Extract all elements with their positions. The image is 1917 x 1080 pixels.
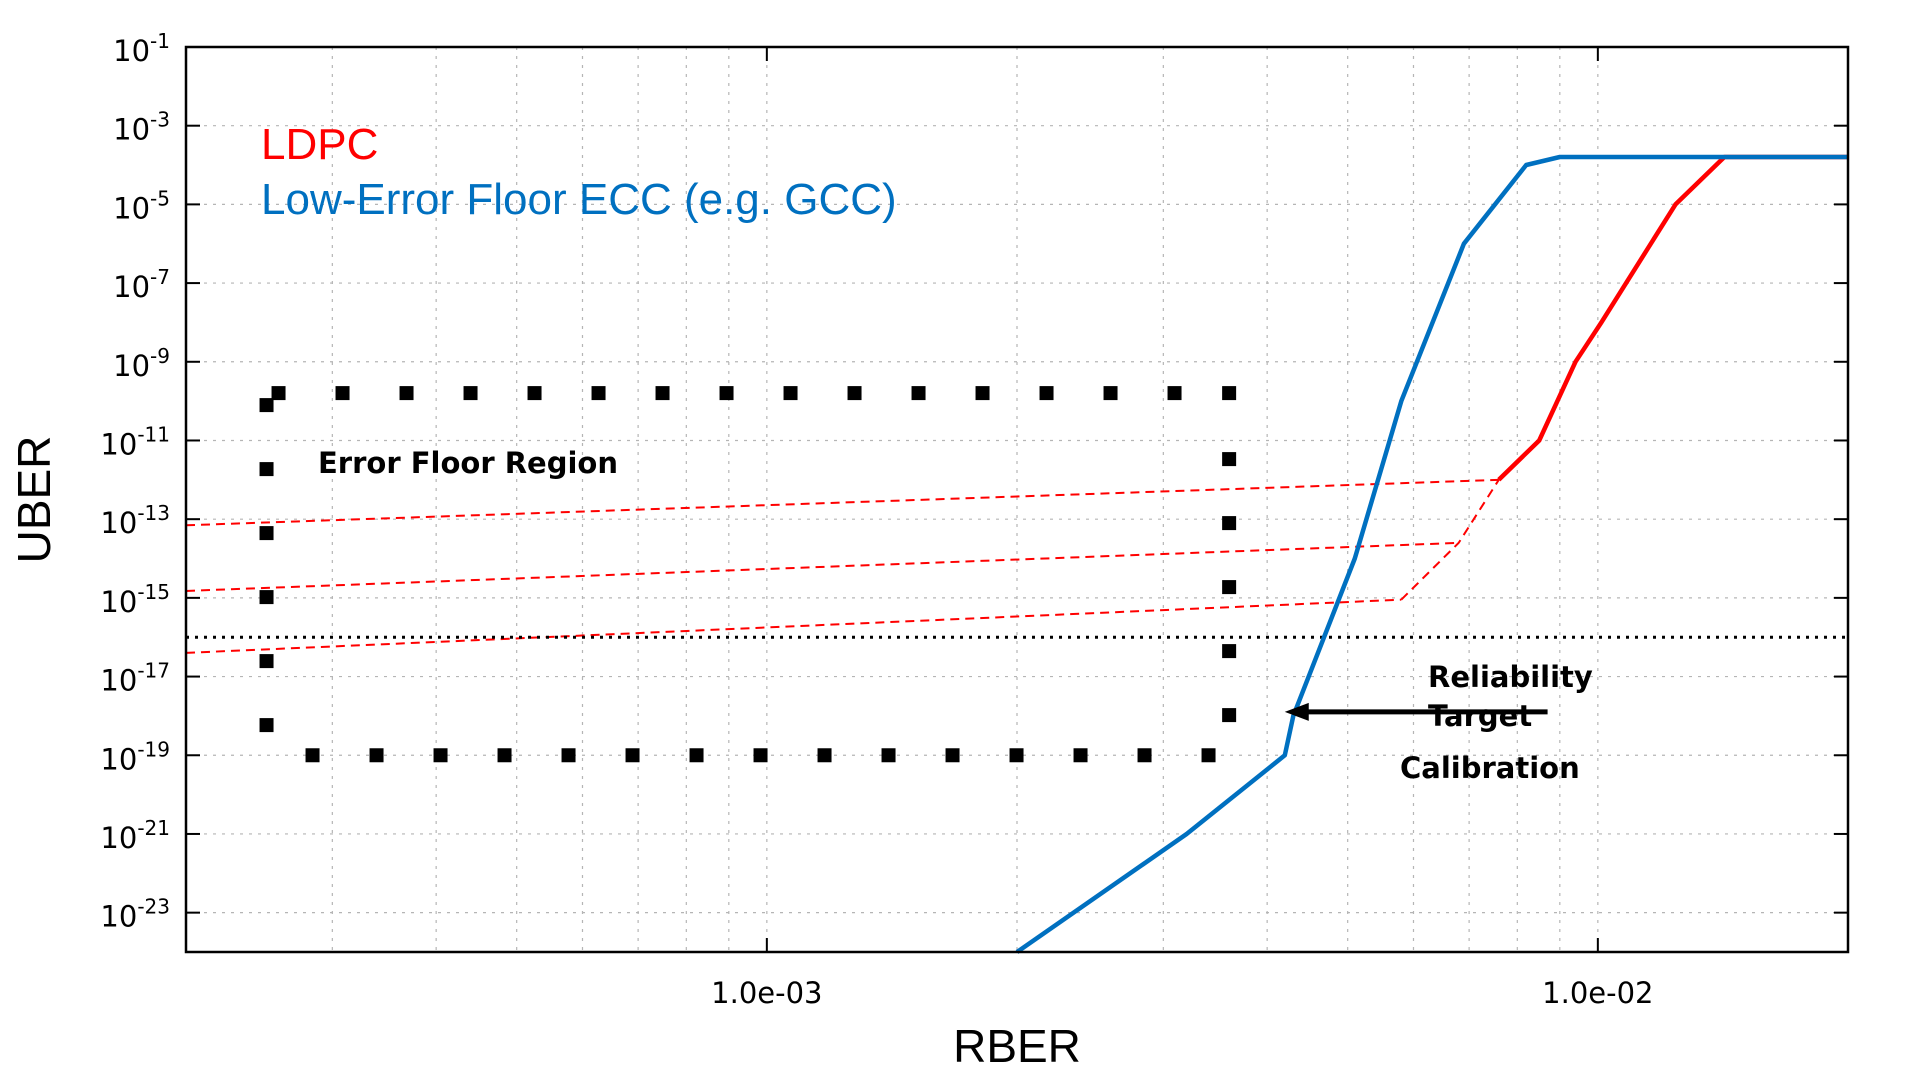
x-axis-ticks: 1.0e-03 1.0e-02	[711, 47, 1654, 1010]
floor-region-dot	[463, 386, 478, 401]
floor-region-dot	[975, 386, 990, 401]
y-axis-label: UBER	[8, 436, 60, 564]
floor-region-dot	[1201, 748, 1216, 763]
floor-region-dot	[1137, 748, 1152, 763]
floor-region-dot	[433, 748, 448, 763]
x-tick-label: 1.0e-03	[711, 976, 822, 1010]
y-tick-label: 10-17	[100, 659, 170, 698]
floor-region-dot	[1103, 386, 1118, 401]
floor-region-dot	[527, 386, 542, 401]
floor-region-dot	[753, 748, 768, 763]
x-axis-label: RBER	[953, 1020, 1081, 1072]
y-tick-label: 10-15	[100, 580, 170, 619]
error-floor-dashed-line	[185, 598, 1402, 654]
y-tick-label: 10-19	[100, 737, 170, 776]
legend-entry-low-error-floor-ecc: Low-Error Floor ECC (e.g. GCC)	[261, 175, 897, 224]
floor-region-dot	[259, 590, 274, 605]
floor-region-dot	[847, 386, 862, 401]
reliability-target-label-line2: Target	[1428, 699, 1532, 733]
floor-region-dot	[881, 748, 896, 763]
floor-region-dot	[1222, 644, 1237, 659]
floor-region-dot	[399, 386, 414, 401]
floor-region-dot	[719, 386, 734, 401]
floor-region-dot	[259, 462, 274, 477]
y-tick-label: 10-13	[100, 501, 170, 540]
floor-region-dot	[689, 748, 704, 763]
floor-region-dot	[271, 386, 286, 401]
floor-region-dot	[259, 398, 274, 413]
y-tick-label: 10-5	[113, 186, 170, 225]
x-tick-label: 1.0e-02	[1542, 976, 1653, 1010]
legend: LDPC Low-Error Floor ECC (e.g. GCC)	[261, 120, 897, 224]
calibration-arrow-head	[1284, 702, 1309, 721]
y-axis-ticks: 10-1 10-3 10-5 10-7 10-9 10-11 10-13 10-15 10-17…	[100, 29, 1848, 934]
y-tick-label: 10-9	[113, 344, 170, 383]
floor-region-dot	[1167, 386, 1182, 401]
floor-region-dot	[591, 386, 606, 401]
y-tick-label: 10-21	[100, 816, 170, 855]
floor-region-dot	[655, 386, 670, 401]
reliability-target-label-line1: Reliability	[1428, 660, 1593, 694]
error-floor-knee-line	[1400, 479, 1500, 601]
y-tick-label: 10-3	[113, 108, 170, 147]
error-floor-dashed-line	[185, 478, 1499, 527]
floor-region-dot	[783, 386, 798, 401]
floor-region-dot	[497, 748, 512, 763]
floor-region-dot	[1009, 748, 1024, 763]
y-tick-label: 10-1	[113, 29, 170, 68]
floor-region-dot	[561, 748, 576, 763]
floor-region-dot	[1222, 516, 1237, 531]
floor-region-dot	[369, 748, 384, 763]
plot-frame	[184, 45, 1850, 954]
calibration-label: Calibration	[1400, 751, 1580, 785]
floor-region-dot	[1222, 386, 1237, 401]
y-tick-label: 10-11	[100, 422, 170, 461]
error-floor-region-box	[259, 386, 1237, 763]
floor-region-dot	[305, 748, 320, 763]
legend-entry-ldpc: LDPC	[261, 120, 378, 169]
error-floor-region-label: Error Floor Region	[318, 446, 618, 480]
error-floor-dashed-line	[185, 541, 1459, 592]
floor-region-dot	[259, 654, 274, 669]
floor-region-dot	[1222, 708, 1237, 723]
floor-region-dot	[1222, 452, 1237, 467]
series-lines	[1015, 154, 1848, 954]
floor-region-dot	[911, 386, 926, 401]
floor-region-dot	[259, 526, 274, 541]
floor-region-dot	[625, 748, 640, 763]
floor-region-dot	[335, 386, 350, 401]
floor-region-dot	[1222, 580, 1237, 595]
error-floor-dashed-lines	[185, 478, 1500, 654]
series-line-1	[1015, 154, 1848, 954]
calibration-arrow	[1284, 702, 1548, 721]
floor-region-dot	[1039, 386, 1054, 401]
y-tick-label: 10-23	[100, 895, 170, 934]
floor-region-dot	[259, 718, 274, 733]
floor-region-dot	[817, 748, 832, 763]
y-tick-label: 10-7	[113, 265, 170, 304]
floor-region-dot	[945, 748, 960, 763]
series-line-0	[1497, 154, 1848, 482]
floor-region-dot	[1073, 748, 1088, 763]
